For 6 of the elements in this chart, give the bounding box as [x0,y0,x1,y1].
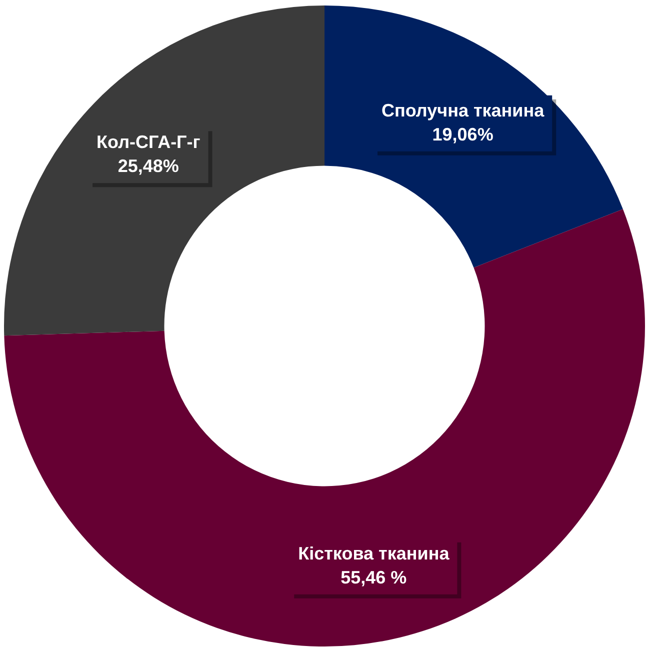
data-label: 19,06% [432,124,494,144]
data-label: 25,48% [118,156,179,176]
slice-label: Кол-СГА-Г-г [96,132,201,152]
data-label: 55,46 % [340,567,407,588]
slice-label: Кісткова тканина [298,543,450,564]
slice-label: Сполучна тканина [381,100,546,120]
